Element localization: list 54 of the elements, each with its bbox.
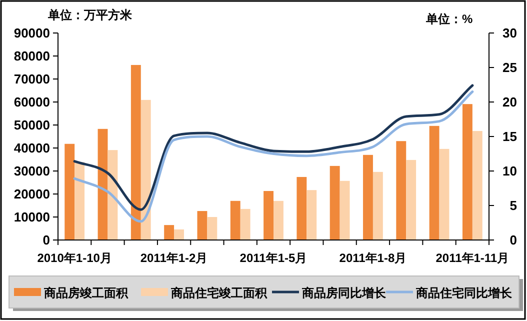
bar xyxy=(296,176,307,240)
bar xyxy=(207,217,218,240)
bar xyxy=(230,200,240,240)
y-tick-label: 60000 xyxy=(14,94,50,110)
legend-label: 商品房同比增长 xyxy=(301,286,387,300)
bar xyxy=(306,190,317,240)
y2-tick-label: 10 xyxy=(502,164,517,178)
bar xyxy=(130,64,141,240)
y-tick-label: 70000 xyxy=(14,72,50,86)
bar xyxy=(197,211,208,240)
x-tick-label: 2011年1-11月 xyxy=(436,251,510,265)
bar xyxy=(64,144,75,240)
y2-tick-label: 0 xyxy=(510,232,517,248)
bar xyxy=(240,208,250,240)
bar xyxy=(439,148,450,240)
bar xyxy=(340,180,350,240)
bar xyxy=(396,141,406,240)
bar xyxy=(372,172,383,240)
bar xyxy=(429,126,440,240)
x-tick-label: 2011年1-2月 xyxy=(140,251,208,265)
y-tick-label: 20000 xyxy=(14,186,50,202)
bar xyxy=(363,154,373,240)
x-tick-label: 2011年1-5月 xyxy=(240,251,308,265)
y2-tick-label: 20 xyxy=(502,94,517,110)
bar xyxy=(462,104,472,240)
bar xyxy=(98,128,108,240)
y-axis-title: 单位：万平方米 xyxy=(47,8,133,22)
y2-tick-label: 15 xyxy=(502,129,517,144)
bar xyxy=(406,160,416,240)
bar xyxy=(274,200,284,240)
bar xyxy=(330,166,340,240)
y2-tick-label: 25 xyxy=(502,60,517,75)
y-tick-label: 30000 xyxy=(14,164,50,178)
bar xyxy=(472,130,482,240)
legend-label: 商品住宅同比增长 xyxy=(415,286,513,300)
bar xyxy=(174,229,184,240)
y-tick-label: 50000 xyxy=(14,118,50,132)
y-tick-label: 0 xyxy=(42,232,50,248)
y2-axis-title: 单位：% xyxy=(425,12,473,26)
legend-label: 商品住宅竣工面积 xyxy=(170,286,268,300)
y-tick-label: 10000 xyxy=(14,210,50,224)
legend-label: 商品房竣工面积 xyxy=(43,286,129,300)
bar xyxy=(264,191,274,240)
y-tick-label: 40000 xyxy=(14,140,50,156)
y-tick-label: 90000 xyxy=(14,26,50,40)
bar xyxy=(108,150,118,240)
x-tick-label: 2011年1-8月 xyxy=(339,251,407,265)
bar xyxy=(74,162,85,240)
y2-tick-label: 5 xyxy=(510,198,517,213)
x-tick-label: 2010年1-10月 xyxy=(37,251,112,265)
y2-tick-label: 30 xyxy=(502,26,517,40)
y-tick-label: 80000 xyxy=(14,48,50,64)
bar xyxy=(164,225,174,240)
bar xyxy=(140,100,151,240)
